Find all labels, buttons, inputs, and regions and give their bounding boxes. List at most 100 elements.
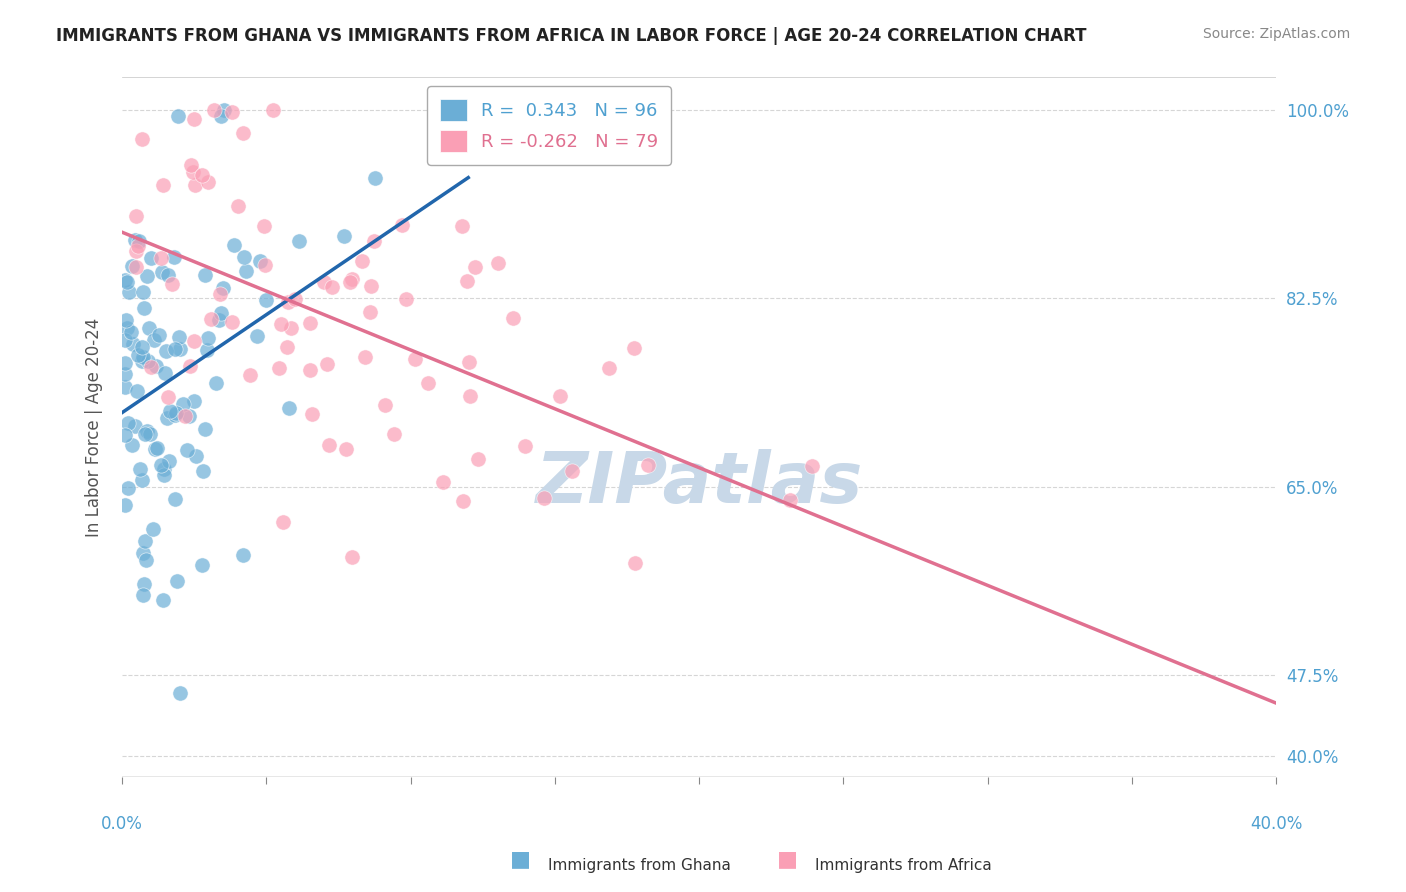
- Point: [183, 112, 205, 126]
- Text: 40.0%: 40.0%: [1250, 815, 1302, 833]
- Point: [152, 178, 174, 192]
- Point: [132, 351, 155, 365]
- Point: [209, 306, 232, 320]
- Point: [124, 234, 146, 248]
- Point: [156, 268, 179, 282]
- Point: [125, 209, 148, 223]
- Point: [143, 442, 166, 456]
- Point: [136, 354, 159, 368]
- Point: [184, 178, 207, 192]
- Point: [114, 356, 136, 370]
- Point: [364, 170, 387, 185]
- Point: [156, 390, 179, 404]
- Point: [262, 103, 284, 117]
- Point: [114, 428, 136, 442]
- Point: [115, 312, 138, 326]
- Point: [152, 467, 174, 482]
- Point: [416, 376, 439, 390]
- Point: [181, 165, 204, 179]
- Point: [205, 376, 228, 390]
- Point: [190, 169, 212, 183]
- Point: [312, 276, 335, 290]
- Point: [121, 260, 143, 274]
- Point: [172, 396, 194, 410]
- Point: [114, 273, 136, 287]
- Point: [342, 272, 364, 286]
- Point: [134, 576, 156, 591]
- Point: [165, 406, 187, 420]
- Point: [197, 331, 219, 345]
- Point: [174, 409, 197, 423]
- Point: [167, 329, 190, 343]
- Point: [779, 492, 801, 507]
- Point: [118, 285, 141, 299]
- Point: [131, 354, 153, 368]
- Text: Immigrants from Ghana: Immigrants from Ghana: [548, 858, 731, 872]
- Point: [121, 337, 143, 351]
- Point: [160, 277, 183, 291]
- Point: [169, 343, 191, 357]
- Point: [318, 438, 340, 452]
- Point: [131, 132, 153, 146]
- Point: [163, 492, 186, 507]
- Point: [127, 348, 149, 362]
- Point: [467, 451, 489, 466]
- Point: [202, 103, 225, 117]
- Text: 0.0%: 0.0%: [101, 815, 143, 833]
- Point: [352, 254, 374, 268]
- Point: [550, 389, 572, 403]
- Point: [125, 384, 148, 398]
- Point: [224, 238, 246, 252]
- Point: [299, 316, 322, 330]
- Point: [139, 427, 162, 442]
- Point: [801, 458, 824, 473]
- Point: [191, 558, 214, 573]
- Point: [128, 234, 150, 248]
- Point: [143, 333, 166, 347]
- Point: [150, 252, 173, 266]
- Point: [169, 686, 191, 700]
- Point: [117, 416, 139, 430]
- Point: [450, 219, 472, 234]
- Point: [239, 368, 262, 382]
- Point: [271, 515, 294, 529]
- Point: [152, 462, 174, 476]
- Point: [145, 359, 167, 373]
- Point: [163, 342, 186, 356]
- Point: [155, 343, 177, 358]
- Point: [232, 126, 254, 140]
- Point: [354, 351, 377, 365]
- Y-axis label: In Labor Force | Age 20-24: In Labor Force | Age 20-24: [86, 318, 103, 537]
- Point: [221, 104, 243, 119]
- Legend: R =  0.343   N = 96, R = -0.262   N = 79: R = 0.343 N = 96, R = -0.262 N = 79: [427, 87, 671, 165]
- Point: [142, 522, 165, 536]
- Point: [131, 546, 153, 560]
- Point: [139, 251, 162, 265]
- Point: [134, 533, 156, 548]
- Point: [232, 548, 254, 562]
- Point: [125, 260, 148, 274]
- Point: [184, 449, 207, 463]
- Point: [136, 424, 159, 438]
- Point: [561, 464, 583, 478]
- Text: ZIPatlas: ZIPatlas: [536, 449, 863, 518]
- Point: [363, 234, 385, 248]
- Point: [152, 593, 174, 607]
- Point: [120, 325, 142, 339]
- Point: [135, 553, 157, 567]
- Point: [502, 310, 524, 325]
- Point: [623, 556, 645, 570]
- Point: [299, 363, 322, 377]
- Point: [212, 281, 235, 295]
- Point: [208, 313, 231, 327]
- Point: [114, 333, 136, 347]
- Point: [114, 379, 136, 393]
- Point: [132, 301, 155, 315]
- Point: [131, 339, 153, 353]
- Point: [162, 250, 184, 264]
- Point: [150, 265, 173, 279]
- Point: [301, 407, 323, 421]
- Point: [451, 494, 474, 508]
- Point: [194, 268, 217, 283]
- Point: [284, 292, 307, 306]
